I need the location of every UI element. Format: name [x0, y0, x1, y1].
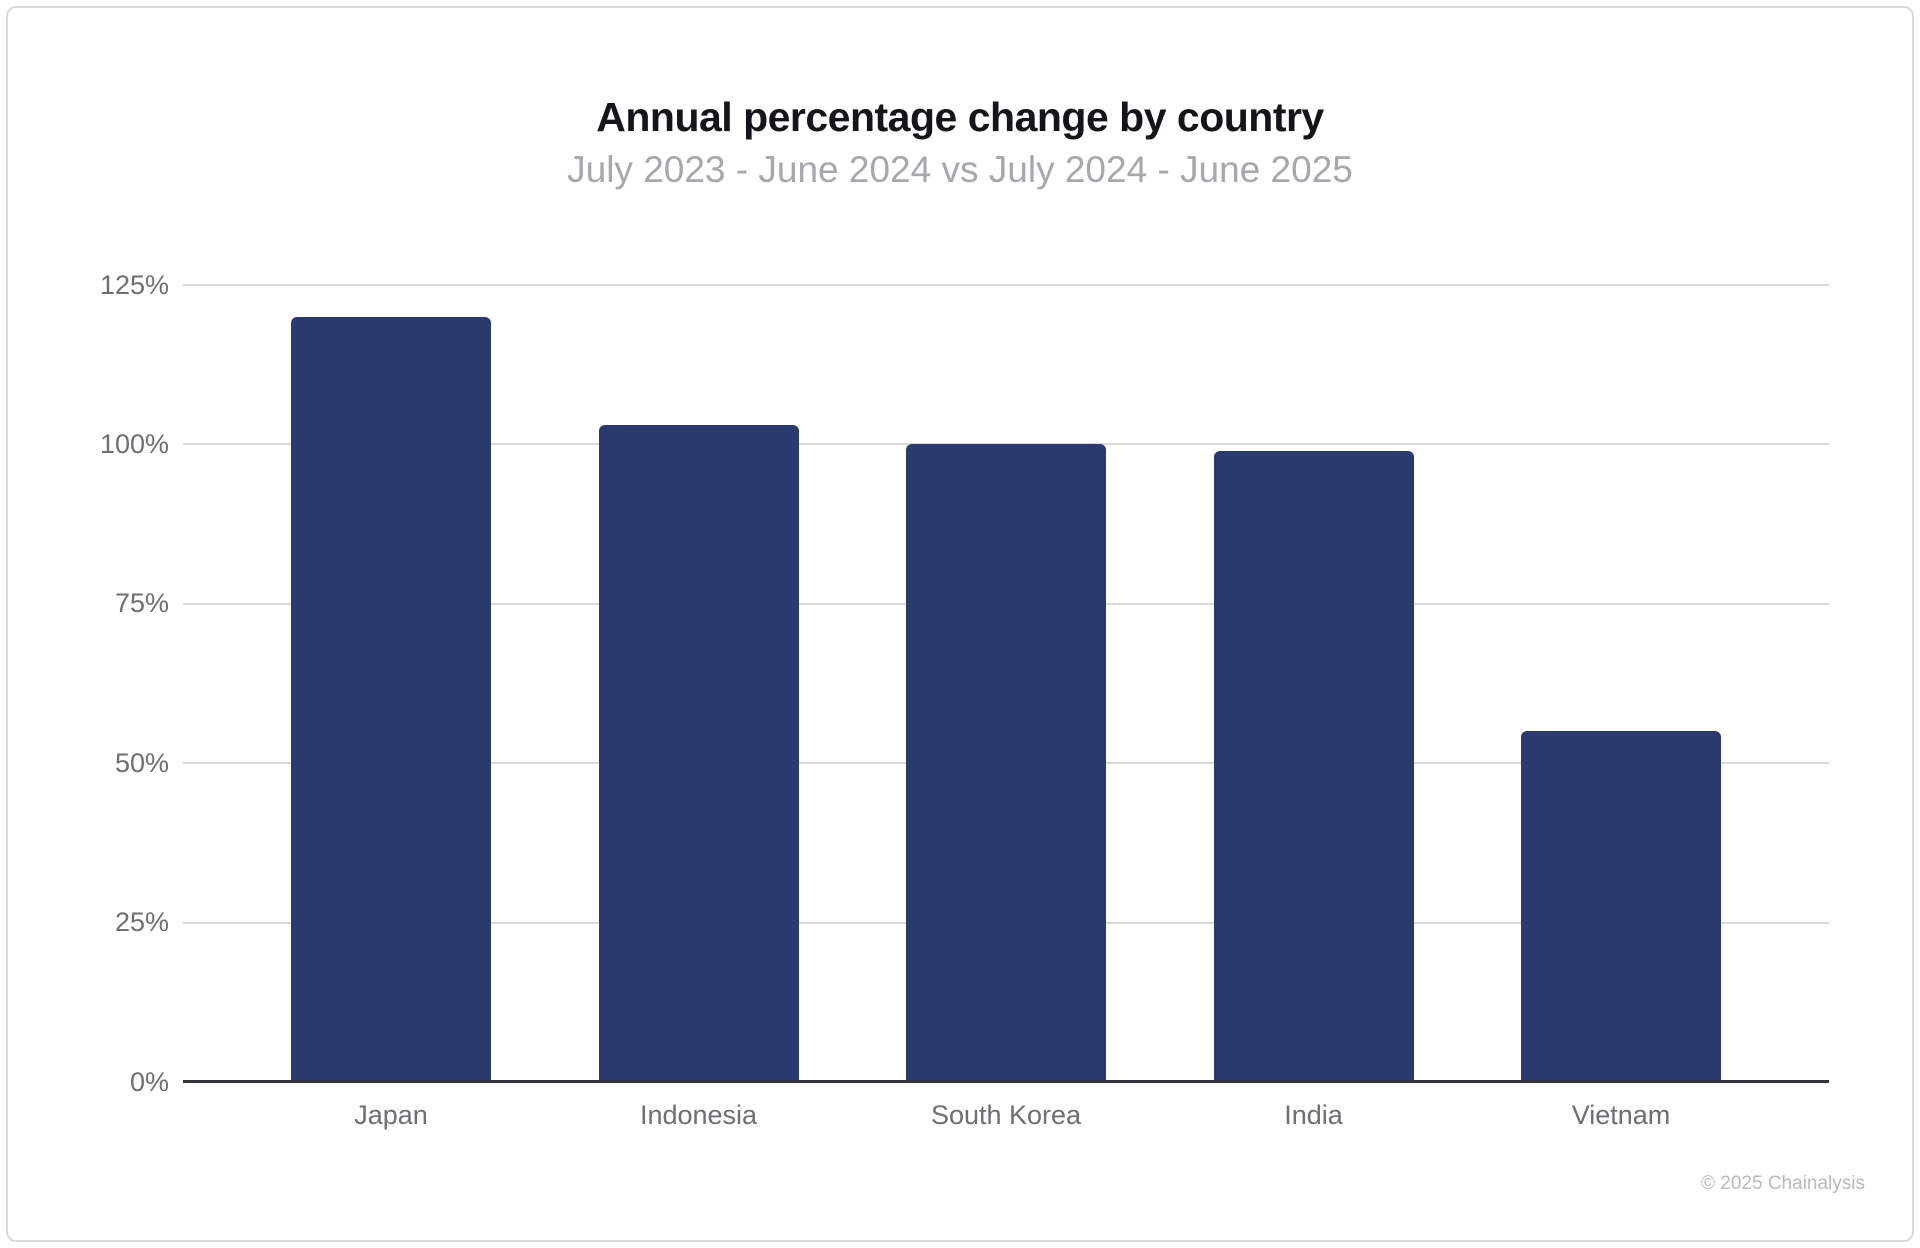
chart-title: Annual percentage change by country: [596, 94, 1324, 140]
gridline-100: [183, 443, 1829, 446]
x-label-japan: Japan: [354, 1100, 428, 1130]
x-label-vietnam: Vietnam: [1571, 1100, 1671, 1130]
bar-japan: [291, 316, 491, 1082]
gridline-125: [183, 284, 1829, 286]
bar-south-korea: [906, 444, 1106, 1082]
y-tick-label-100: 100%: [99, 428, 169, 459]
bar-vietnam: [1521, 731, 1721, 1082]
x-label-south-korea: South Korea: [930, 1100, 1082, 1130]
y-tick-label-0: 0%: [129, 1066, 169, 1097]
y-tick-label-125: 125%: [99, 269, 169, 300]
x-label-indonesia: Indonesia: [639, 1100, 758, 1130]
x-label-india: India: [1284, 1100, 1343, 1130]
y-tick-label-25: 25%: [114, 907, 169, 938]
bar-india: [1213, 450, 1414, 1082]
copyright-text: © 2025 Chainalysis: [1701, 1173, 1865, 1194]
y-tick-label-50: 50%: [114, 747, 169, 778]
y-tick-label-75: 75%: [114, 588, 169, 619]
x-axis-line: [183, 1080, 1829, 1083]
plot-area: 0% 25% 50% 75% 100% 125% Japan Indonesia South …: [100, 271, 1829, 1130]
chart-card: Annual percentage change by country July…: [6, 6, 1914, 1242]
chart-subtitle: July 2023 - June 2024 vs July 2024 - Jun…: [567, 149, 1353, 190]
bar-indonesia: [598, 425, 799, 1082]
